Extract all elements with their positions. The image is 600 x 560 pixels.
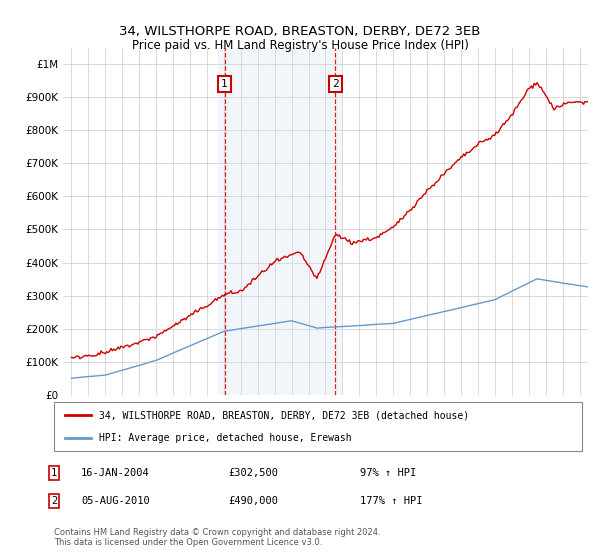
Text: 177% ↑ HPI: 177% ↑ HPI xyxy=(360,496,422,506)
Text: 1: 1 xyxy=(51,468,57,478)
Text: Price paid vs. HM Land Registry's House Price Index (HPI): Price paid vs. HM Land Registry's House … xyxy=(131,39,469,52)
Text: £302,500: £302,500 xyxy=(228,468,278,478)
Text: 16-JAN-2004: 16-JAN-2004 xyxy=(81,468,150,478)
Text: 97% ↑ HPI: 97% ↑ HPI xyxy=(360,468,416,478)
Text: 2: 2 xyxy=(51,496,57,506)
Text: 05-AUG-2010: 05-AUG-2010 xyxy=(81,496,150,506)
Text: Contains HM Land Registry data © Crown copyright and database right 2024.
This d: Contains HM Land Registry data © Crown c… xyxy=(54,528,380,547)
FancyBboxPatch shape xyxy=(54,402,582,451)
Text: £490,000: £490,000 xyxy=(228,496,278,506)
Text: 34, WILSTHORPE ROAD, BREASTON, DERBY, DE72 3EB: 34, WILSTHORPE ROAD, BREASTON, DERBY, DE… xyxy=(119,25,481,38)
Bar xyxy=(218,48,342,395)
Text: 2: 2 xyxy=(332,79,339,89)
Text: HPI: Average price, detached house, Erewash: HPI: Average price, detached house, Erew… xyxy=(99,433,352,444)
Text: 34, WILSTHORPE ROAD, BREASTON, DERBY, DE72 3EB (detached house): 34, WILSTHORPE ROAD, BREASTON, DERBY, DE… xyxy=(99,410,469,421)
Text: 1: 1 xyxy=(221,79,228,89)
